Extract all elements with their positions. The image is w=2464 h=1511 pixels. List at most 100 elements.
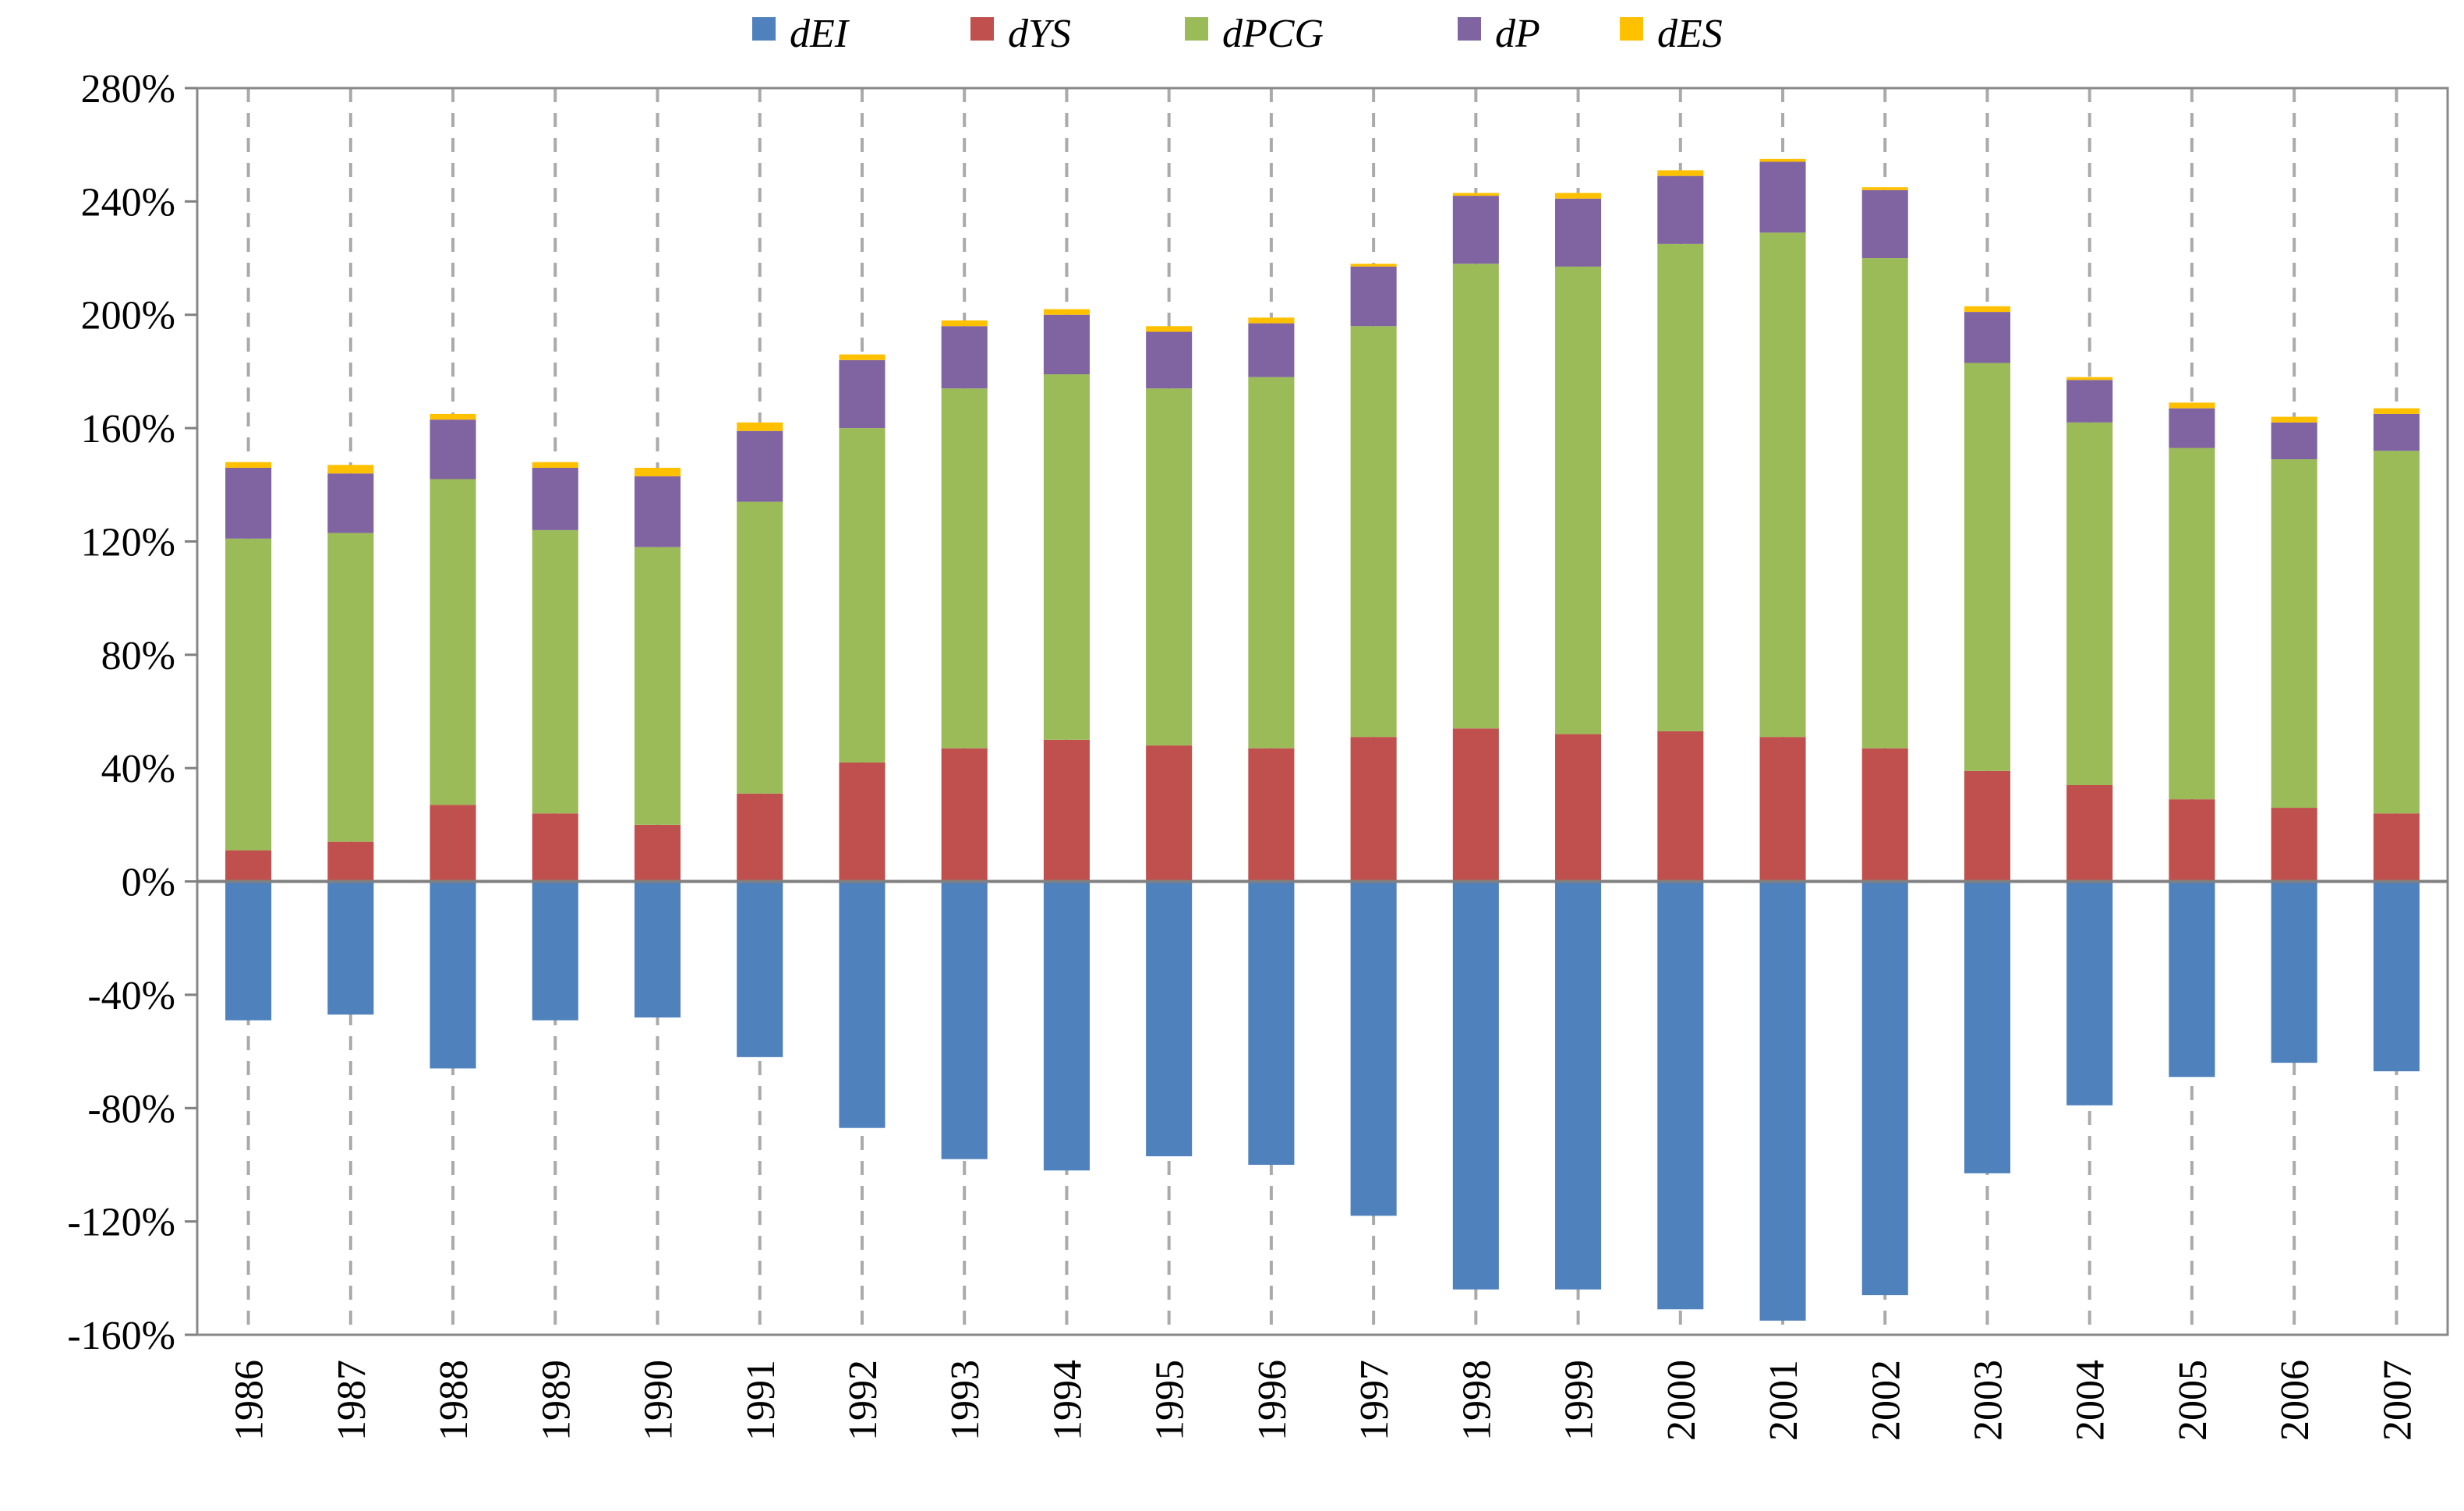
bar-dPCG-2002 — [1861, 258, 1908, 748]
bar-dPCG-1998 — [1452, 264, 1499, 729]
bar-dES-1989 — [532, 462, 578, 468]
bar-dPCG-1994 — [1043, 374, 1090, 740]
legend-label-dES: dES — [1657, 12, 1723, 56]
legend-swatch-dP — [1458, 17, 1481, 41]
bar-dEI-1995 — [1146, 881, 1193, 1157]
bar-dPCG-2004 — [2066, 422, 2113, 785]
x-tick-label-2002: 2002 — [1864, 1360, 1908, 1441]
bar-dP-1997 — [1350, 266, 1397, 327]
legend-swatch-dES — [1620, 17, 1643, 41]
bar-dYS-1995 — [1146, 745, 1193, 882]
legend-label-dEI: dEI — [790, 12, 850, 56]
y-tick-label: 0% — [122, 861, 175, 905]
bar-dEI-1988 — [430, 881, 476, 1069]
bar-dYS-1990 — [634, 824, 681, 882]
bar-dP-2006 — [2271, 422, 2317, 460]
y-tick-label: -160% — [67, 1314, 175, 1358]
x-tick-label-1994: 1994 — [1045, 1360, 1090, 1441]
bar-dYS-1989 — [532, 813, 578, 882]
y-tick-label: 280% — [81, 67, 175, 111]
bar-dP-1994 — [1043, 314, 1090, 375]
x-tick-label-2003: 2003 — [1966, 1360, 2010, 1441]
x-tick-label-2001: 2001 — [1762, 1360, 1806, 1441]
bar-dYS-2001 — [1759, 737, 1806, 882]
bar-dP-1995 — [1146, 331, 1193, 389]
bar-dPCG-2003 — [1964, 363, 2011, 771]
x-tick-label-1999: 1999 — [1557, 1360, 1602, 1441]
x-tick-label-1997: 1997 — [1352, 1360, 1397, 1441]
y-tick-label: 40% — [101, 747, 175, 791]
bar-dYS-2003 — [1964, 770, 2011, 882]
bar-dP-2000 — [1657, 175, 1704, 244]
bar-dES-1990 — [634, 467, 681, 476]
x-tick-label-1995: 1995 — [1148, 1360, 1193, 1441]
bar-dYS-1993 — [941, 748, 988, 882]
bar-dES-2007 — [2373, 408, 2420, 414]
x-tick-label-1987: 1987 — [330, 1360, 374, 1441]
bar-dES-1996 — [1248, 317, 1295, 324]
bar-dP-1998 — [1452, 196, 1499, 264]
x-tick-label-1993: 1993 — [943, 1360, 988, 1441]
bar-dPCG-1986 — [225, 538, 272, 851]
bar-dYS-1992 — [839, 762, 886, 882]
x-tick-label-2007: 2007 — [2375, 1360, 2420, 1441]
bar-dP-2005 — [2169, 408, 2215, 448]
bar-dP-2001 — [1759, 161, 1806, 233]
bar-dEI-2004 — [2066, 881, 2113, 1106]
bars — [225, 158, 2420, 1321]
legend-item-dPCG: dPCG — [1185, 12, 1324, 56]
bar-dEI-1990 — [634, 881, 681, 1017]
bar-dPCG-1991 — [737, 501, 783, 794]
legend-item-dEI: dEI — [752, 12, 850, 56]
bar-dP-1991 — [737, 430, 783, 502]
x-tick-label-1988: 1988 — [432, 1360, 476, 1441]
bar-dES-2005 — [2169, 402, 2215, 409]
plot-border — [196, 87, 2449, 1336]
legend-item-dYS: dYS — [970, 12, 1071, 56]
y-axis-tick-labels: -160% -120% -80% -40% 0% 40% 80% 120% 160% 200% 24… — [67, 67, 175, 1358]
bar-dP-1992 — [839, 359, 886, 429]
bar-dYS-1988 — [430, 805, 476, 882]
x-tick-label-1991: 1991 — [739, 1360, 783, 1441]
bar-dPCG-2000 — [1657, 243, 1704, 731]
bar-dEI-1992 — [839, 881, 886, 1128]
bar-dYS-2007 — [2373, 813, 2420, 882]
bar-dES-1988 — [430, 413, 476, 420]
bar-dPCG-1995 — [1146, 388, 1193, 746]
y-tick-label: -40% — [87, 974, 175, 1018]
y-tick-label: -120% — [67, 1201, 175, 1245]
bar-dEI-2006 — [2271, 881, 2317, 1063]
y-tick-label: 200% — [81, 294, 175, 338]
legend-label-dYS: dYS — [1008, 12, 1071, 56]
bar-dPCG-1996 — [1248, 377, 1295, 748]
y-tick-label: 240% — [81, 180, 175, 225]
bar-dEI-1991 — [737, 881, 783, 1057]
bar-dPCG-2007 — [2373, 451, 2420, 814]
legend: dEI dYS dPCG dP dES — [752, 12, 1723, 56]
bar-dPCG-2005 — [2169, 448, 2215, 800]
bar-dYS-1999 — [1555, 734, 1602, 882]
x-tick-label-2006: 2006 — [2273, 1360, 2317, 1441]
x-tick-label-1998: 1998 — [1455, 1360, 1499, 1441]
bar-dP-1990 — [634, 476, 681, 547]
bar-dYS-2006 — [2271, 808, 2317, 882]
y-tick-label: 120% — [81, 520, 175, 564]
bar-dYS-1991 — [737, 793, 783, 882]
bar-dES-1986 — [225, 462, 272, 468]
bar-dEI-1999 — [1555, 881, 1602, 1290]
bar-dYS-1986 — [225, 850, 272, 882]
x-tick-label-2000: 2000 — [1660, 1360, 1704, 1441]
bar-dES-2000 — [1657, 170, 1704, 176]
bar-dPCG-1992 — [839, 428, 886, 763]
bar-dP-1993 — [941, 326, 988, 389]
bar-dPCG-1989 — [532, 529, 578, 814]
legend-label-dPCG: dPCG — [1222, 12, 1324, 56]
bar-dPCG-1990 — [634, 547, 681, 825]
bar-dEI-1997 — [1350, 881, 1397, 1216]
bar-dES-1999 — [1555, 193, 1602, 199]
bar-dES-1992 — [839, 354, 886, 360]
bar-dEI-2002 — [1861, 881, 1908, 1296]
bar-dPCG-1997 — [1350, 326, 1397, 738]
axes — [185, 87, 2449, 1336]
bar-dP-2002 — [1861, 189, 1908, 259]
